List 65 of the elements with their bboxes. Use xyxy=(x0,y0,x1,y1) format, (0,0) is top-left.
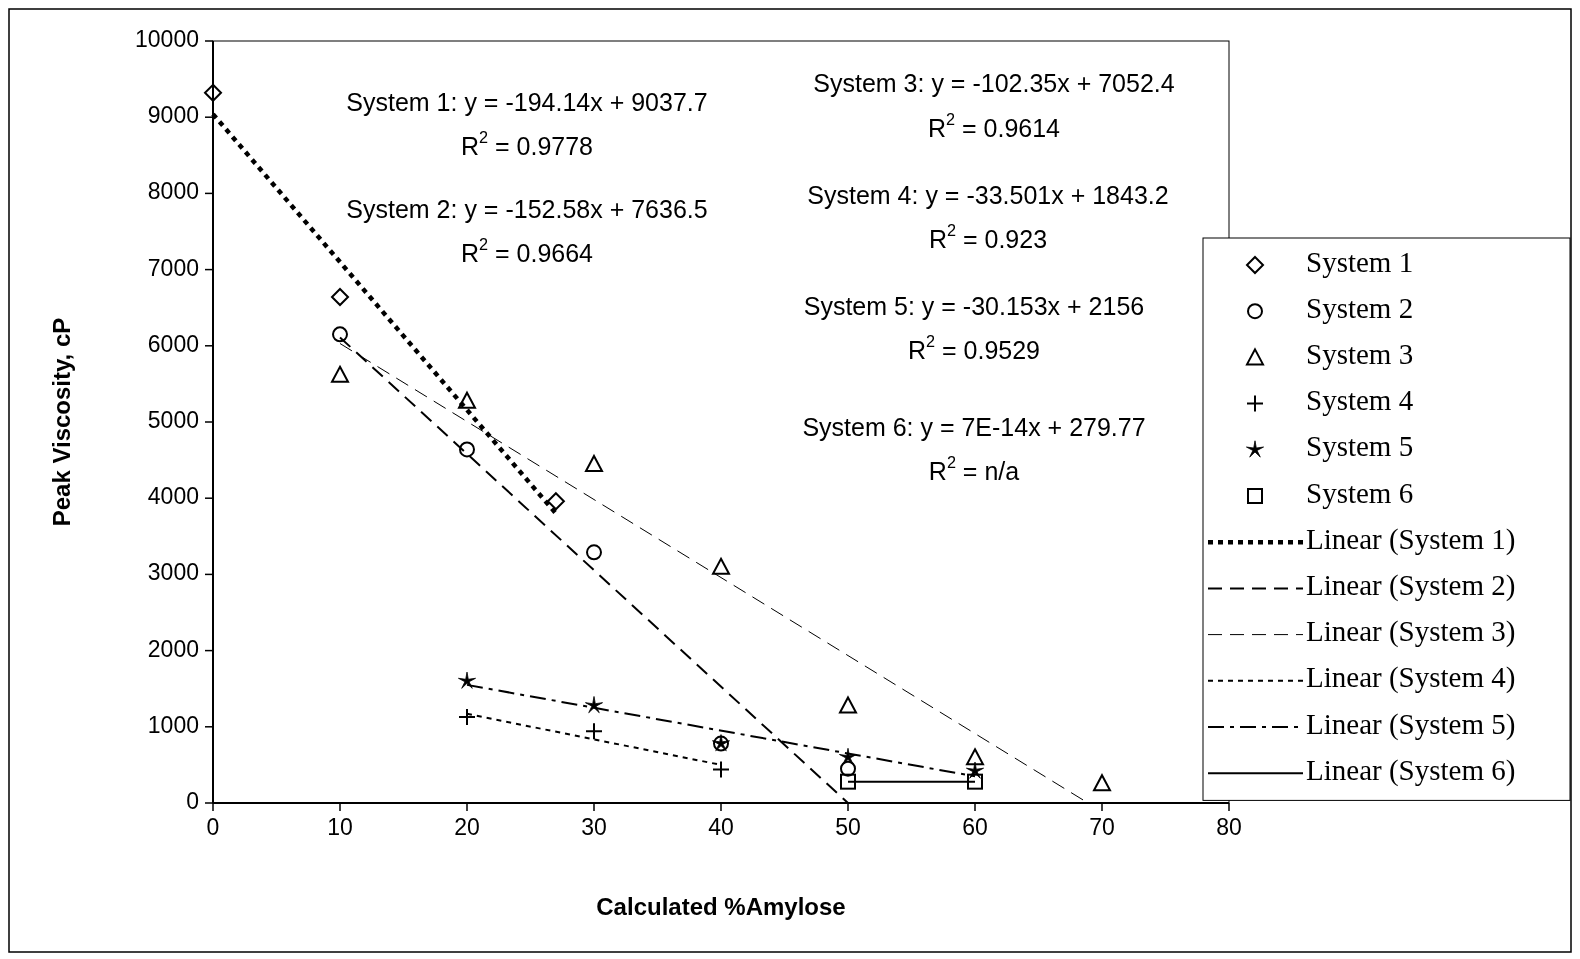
point xyxy=(586,544,602,561)
x-tick-label: 10 xyxy=(327,814,353,840)
legend-label: System 2 xyxy=(1306,291,1414,324)
y-tick-label: 4000 xyxy=(147,483,199,510)
point xyxy=(839,747,857,765)
point xyxy=(458,391,476,409)
point xyxy=(332,326,348,343)
y-tick-label: 7000 xyxy=(147,254,199,281)
point xyxy=(331,365,349,383)
legend-label: System 5 xyxy=(1306,430,1414,463)
point xyxy=(331,288,349,307)
legend-label: Linear (System 6) xyxy=(1306,753,1516,787)
x-tick-label: 0 xyxy=(206,814,220,840)
y-tick-label: 6000 xyxy=(147,330,199,357)
y-axis-title: Peak Viscosity, cP xyxy=(48,317,75,527)
x-tick-label: 60 xyxy=(962,814,988,840)
x-tick-label: 40 xyxy=(708,814,734,840)
y-tick-label: 9000 xyxy=(147,102,199,129)
y-tick-label: 0 xyxy=(186,788,199,815)
point xyxy=(585,454,603,472)
annotation: R$^{2}$ = 0.9778 xyxy=(460,128,594,160)
annotation: System 2: y = -152.58x + 7636.5 xyxy=(346,194,708,223)
point xyxy=(459,441,475,458)
point xyxy=(204,83,222,102)
x-tick-label: 30 xyxy=(581,814,607,840)
legend-label: Linear (System 2) xyxy=(1306,569,1516,603)
y-tick-label: 5000 xyxy=(147,407,199,434)
x-tick-label: 80 xyxy=(1216,814,1242,840)
x-tick-label: 50 xyxy=(835,814,861,840)
y-tick-label: 2000 xyxy=(147,635,199,662)
annotation: R$^{2}$ = n/a xyxy=(928,453,1020,485)
point xyxy=(458,671,476,689)
annotation: System 4: y = -33.501x + 1843.2 xyxy=(807,180,1169,209)
annotation: R$^{2}$ = 0.9614 xyxy=(927,110,1061,142)
point xyxy=(840,760,856,777)
legend-label: Linear (System 1) xyxy=(1306,522,1516,556)
point xyxy=(839,696,857,714)
point xyxy=(840,773,856,790)
legend-label: Linear (System 5) xyxy=(1306,707,1516,741)
y-tick-label: 10000 xyxy=(135,26,199,53)
annotation: R$^{2}$ = 0.923 xyxy=(928,221,1048,253)
legend-label: Linear (System 4) xyxy=(1306,661,1516,695)
legend-label: System 4 xyxy=(1306,384,1414,417)
point xyxy=(966,748,984,766)
x-axis-title: Calculated %Amylose xyxy=(596,893,846,920)
annotation: System 1: y = -194.14x + 9037.7 xyxy=(346,87,708,116)
legend-label: Linear (System 3) xyxy=(1306,615,1516,649)
annotation: R$^{2}$ = 0.9664 xyxy=(460,235,594,267)
annotation: R$^{2}$ = 0.9529 xyxy=(907,332,1041,364)
legend-label: System 3 xyxy=(1306,338,1414,371)
point xyxy=(546,492,565,511)
annotation: System 5: y = -30.153x + 2156 xyxy=(803,291,1145,320)
point xyxy=(1093,774,1111,792)
legend-label: System 6 xyxy=(1306,476,1414,509)
y-tick-label: 8000 xyxy=(147,178,199,205)
y-tick-label: 3000 xyxy=(147,559,199,586)
annotation: System 3: y = -102.35x + 7052.4 xyxy=(813,68,1175,97)
x-tick-label: 20 xyxy=(454,814,480,840)
x-tick-label: 70 xyxy=(1089,814,1115,840)
legend-label: System 1 xyxy=(1306,245,1414,278)
y-tick-label: 1000 xyxy=(147,711,199,738)
point xyxy=(712,557,730,575)
point xyxy=(967,773,983,790)
annotation: System 6: y = 7E-14x + 279.77 xyxy=(802,412,1146,441)
point xyxy=(585,696,603,714)
